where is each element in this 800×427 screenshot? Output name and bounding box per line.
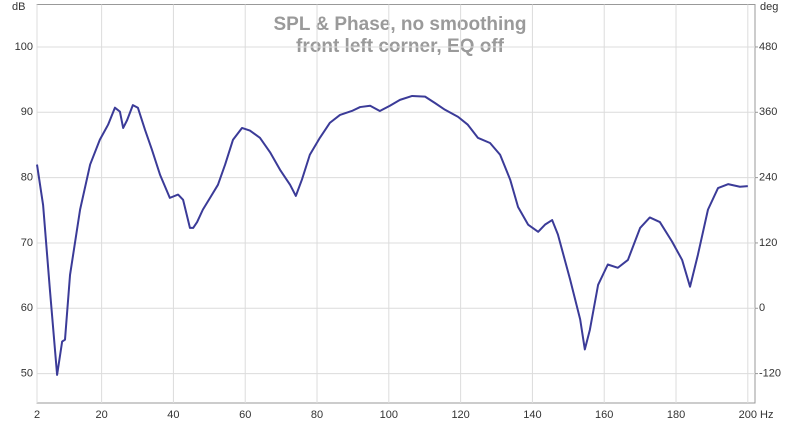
y2-tick-label: 240 xyxy=(759,172,777,184)
x-tick-label: 140 xyxy=(523,409,541,421)
y2-tick-label: 480 xyxy=(759,41,777,53)
y2-tick-label: -120 xyxy=(759,368,781,380)
x-tick-label: 120 xyxy=(451,409,469,421)
x-tick-label: 60 xyxy=(239,409,251,421)
y2-tick-label: 120 xyxy=(759,237,777,249)
y-tick-label: 50 xyxy=(21,368,33,380)
y-tick-label: 80 xyxy=(21,172,33,184)
y-tick-label: 90 xyxy=(21,106,33,118)
y-tick-label: 70 xyxy=(21,237,33,249)
chart-title: SPL & Phase, no smoothing xyxy=(273,14,526,35)
y2-tick-label: 0 xyxy=(759,302,765,314)
y2-axis-label: deg xyxy=(760,1,778,13)
y-tick-label: 100 xyxy=(15,41,33,53)
x-tick-label: 40 xyxy=(167,409,179,421)
x-tick-label: 200 xyxy=(739,409,757,421)
x-tick-label: 160 xyxy=(595,409,613,421)
x-tick-label: 180 xyxy=(667,409,685,421)
y-axis-label: dB xyxy=(12,1,25,13)
x-tick-label: 20 xyxy=(95,409,107,421)
x-axis-label: Hz xyxy=(760,409,773,421)
y2-tick-label: 360 xyxy=(759,106,777,118)
x-tick-label: 100 xyxy=(380,409,398,421)
y-tick-label: 60 xyxy=(21,302,33,314)
plot-frame xyxy=(36,4,756,404)
line-series xyxy=(36,94,748,376)
x-tick-label: 2 xyxy=(34,409,40,421)
x-tick-label: 80 xyxy=(311,409,323,421)
